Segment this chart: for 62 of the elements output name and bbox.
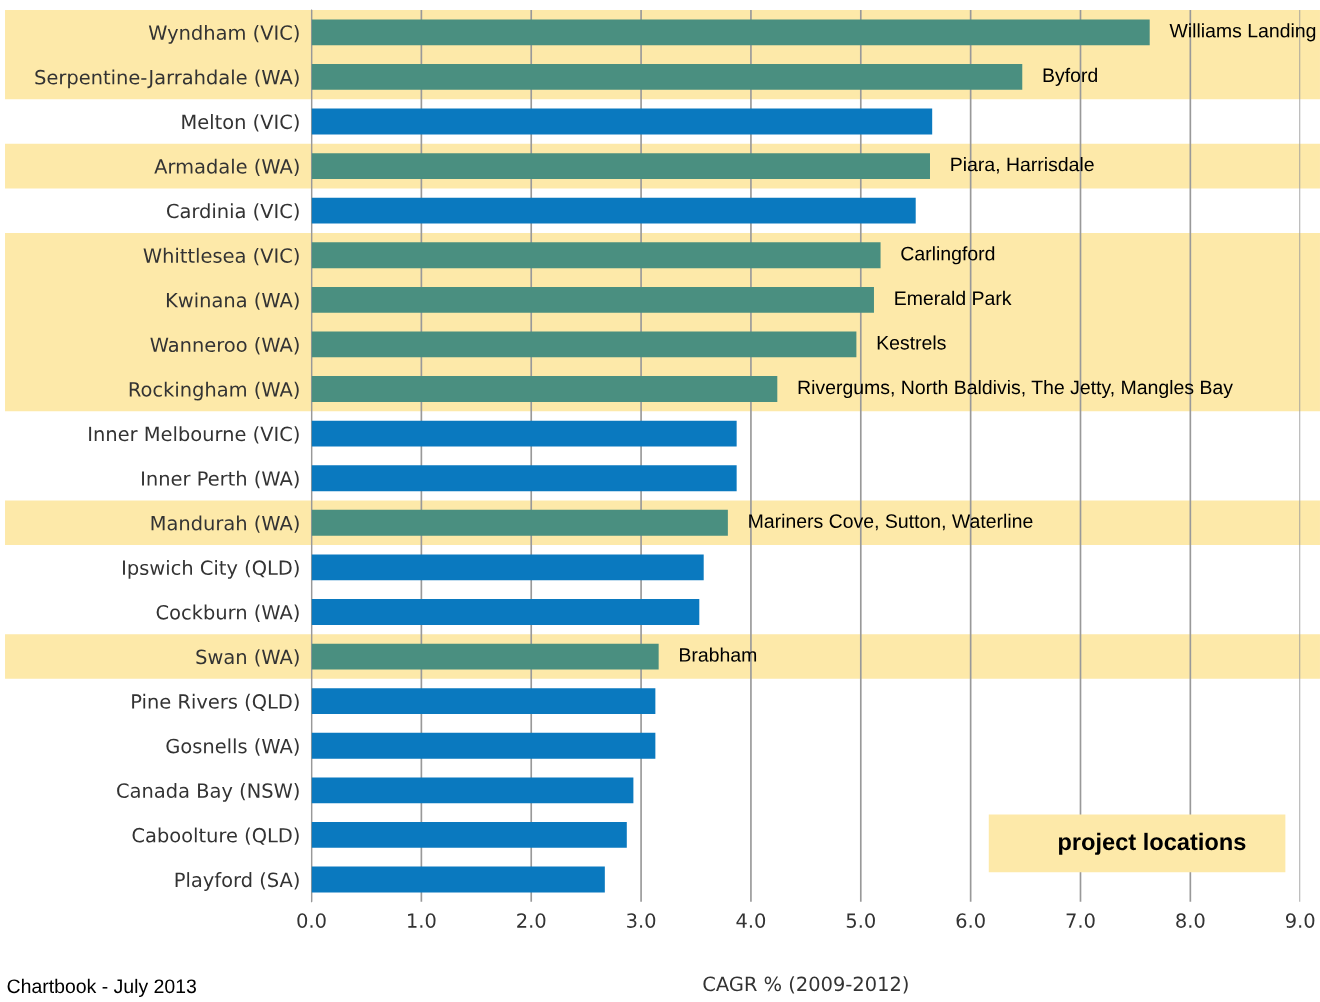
bar xyxy=(311,643,659,670)
bar xyxy=(311,599,700,625)
bar xyxy=(311,688,656,715)
annotation: Rivergums, North Baldivis, The Jetty, Mangles Bay xyxy=(798,379,1233,399)
x-axis-title: CAGR % (2009-2012) xyxy=(703,976,908,994)
bar xyxy=(311,242,881,269)
y-tick-label: Whittlesea (VIC) xyxy=(143,247,299,266)
y-tick-label: Gosnells (WA) xyxy=(166,738,299,756)
bar xyxy=(311,509,728,536)
bar xyxy=(311,153,930,180)
bar xyxy=(311,331,857,358)
annotation: Mariners Cove, Sutton, Waterline xyxy=(749,513,1033,531)
y-tick-label: Inner Perth (WA) xyxy=(142,470,299,489)
x-tick-label: 8.0 xyxy=(1176,913,1205,928)
y-tick-label: Cockburn (WA) xyxy=(156,604,299,622)
y-tick-label: Pine Rivers (QLD) xyxy=(132,693,299,712)
y-tick-label: Rockingham (WA) xyxy=(129,381,299,401)
annotation: Brabham xyxy=(680,647,757,662)
y-tick-label: Playford (SA) xyxy=(175,872,299,891)
bar xyxy=(311,19,1150,46)
annotation: project locations xyxy=(1059,832,1246,855)
x-tick-label: 0.0 xyxy=(297,913,326,928)
x-tick-label: 7.0 xyxy=(1066,913,1095,928)
x-tick-label: 6.0 xyxy=(956,913,985,928)
annotation: Byford xyxy=(1043,67,1097,86)
bar xyxy=(311,554,704,581)
bar xyxy=(311,732,656,759)
bar xyxy=(311,420,737,447)
y-tick-label: Armadale (WA) xyxy=(154,158,299,177)
y-tick-label: Mandurah (WA) xyxy=(151,515,299,533)
y-tick-label: Canada Bay (NSW) xyxy=(117,782,299,802)
bar xyxy=(311,821,627,848)
bar xyxy=(311,286,874,313)
x-tick-label: 1.0 xyxy=(408,913,436,928)
y-tick-label: Caboolture (QLD) xyxy=(132,827,299,845)
y-tick-label: Cardinia (VIC) xyxy=(167,203,299,221)
bar xyxy=(311,63,1023,90)
annotation: Kestrels xyxy=(877,335,946,350)
x-tick-label: 3.0 xyxy=(627,913,656,928)
y-tick-label: Serpentine-Jarrahdale (WA) xyxy=(35,69,299,89)
bar xyxy=(311,197,916,224)
annotation: Emerald Park xyxy=(895,290,1012,306)
y-tick-label: Melton (VIC) xyxy=(182,114,299,132)
y-tick-label: Inner Melbourne (VIC) xyxy=(89,426,299,444)
bar xyxy=(311,108,933,135)
y-tick-label: Wyndham (VIC) xyxy=(148,24,299,44)
y-tick-label: Wanneroo (WA) xyxy=(150,337,299,355)
annotation: Williams Landing xyxy=(1169,23,1316,42)
annotation: Piara, Harrisdale xyxy=(951,157,1094,174)
x-tick-label: 5.0 xyxy=(846,913,875,928)
text: Chartbook - July 2013 xyxy=(7,978,196,997)
bar xyxy=(311,777,634,804)
y-tick-label: Ipswich City (QLD) xyxy=(123,560,299,579)
x-tick-label: 4.0 xyxy=(736,913,766,928)
y-tick-label: Swan (WA) xyxy=(196,649,299,667)
bar xyxy=(311,376,778,402)
bar xyxy=(311,866,605,893)
x-tick-label: 9.0 xyxy=(1285,913,1315,928)
bar xyxy=(311,465,737,492)
x-tick-label: 2.0 xyxy=(517,913,546,928)
y-tick-label: Kwinana (WA) xyxy=(166,292,299,310)
annotation: Carlingford xyxy=(901,246,995,265)
